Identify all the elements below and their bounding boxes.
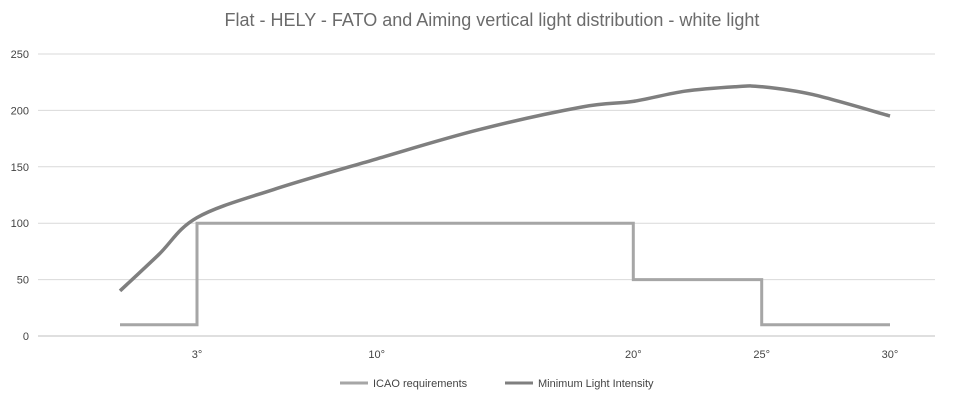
series-line-minimum-light-intensity <box>118 84 891 293</box>
y-tick-label: 150 <box>11 162 29 174</box>
y-tick-label: 50 <box>17 275 29 287</box>
legend: ICAO requirements Minimum Light Intensity <box>340 378 654 390</box>
x-tick-label: 30° <box>882 349 899 361</box>
x-tick-label: 20° <box>625 349 642 361</box>
chart-title: Flat - HELY - FATO and Aiming vertical l… <box>225 10 760 30</box>
gridlines <box>38 53 935 337</box>
x-tick-label: 10° <box>368 349 385 361</box>
legend-label: Minimum Light Intensity <box>538 378 654 390</box>
series-lines <box>118 84 891 327</box>
x-axis-ticks: 3° 10° 20° 25° 30° <box>192 349 899 361</box>
x-tick-label: 25° <box>753 349 770 361</box>
y-tick-label: 0 <box>23 331 29 343</box>
legend-label: ICAO requirements <box>373 378 468 390</box>
y-tick-label: 200 <box>11 105 29 117</box>
series-line-icao-requirements <box>120 221 890 327</box>
y-axis-ticks: 0 50 100 150 200 250 <box>11 49 29 343</box>
y-tick-label: 100 <box>11 218 29 230</box>
y-tick-label: 250 <box>11 49 29 61</box>
x-tick-label: 3° <box>192 349 203 361</box>
